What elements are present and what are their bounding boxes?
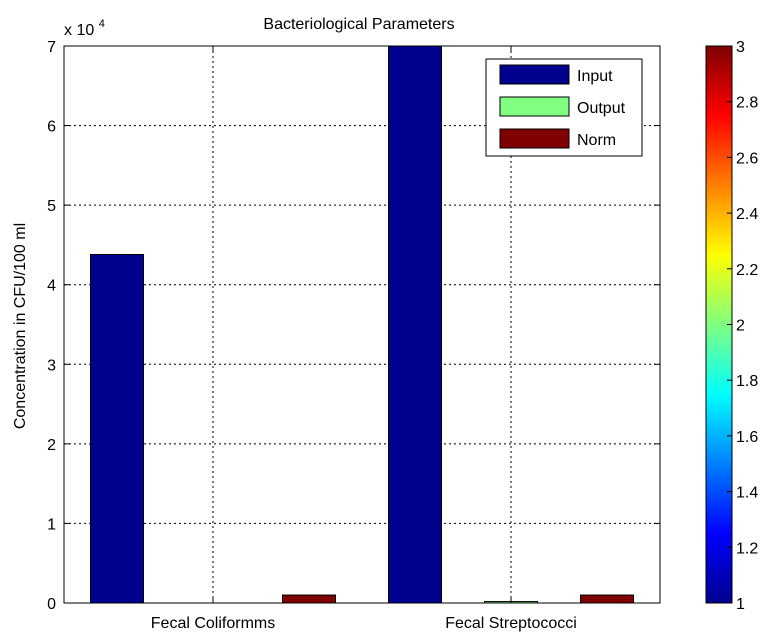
colorbar-tick-label: 3 [736,39,745,56]
y-tick-label: 7 [47,39,56,56]
y-axis-layer: 0 1 2 3 4 5 6 7 [47,39,660,613]
plot-frame [63,45,661,604]
colorbar-tick-label: 1.2 [736,540,758,557]
x-axis-layer: Fecal Coliformms Fecal Streptococci [151,46,577,632]
bars-layer [90,45,634,604]
y-tick-label: 2 [47,437,56,454]
colorbar-ticks: 1 1.2 1.4 1.6 1.8 2 2.2 2.4 2.6 2.8 3 [727,39,758,613]
chart-legend: Input Output Norm [485,58,643,157]
legend-swatch-input [499,64,570,85]
y-axis-multiplier: x 10 4 [64,18,105,39]
colorbar-tick-label: 1 [736,596,745,613]
bar-norm-2 [580,594,634,604]
colorbar-tick-label: 2 [736,318,745,335]
y-axis-multiplier-prefix: x 10 [64,22,94,39]
legend-label-output: Output [577,100,626,117]
y-axis-multiplier-exponent: 4 [99,18,105,30]
y-tick-label: 4 [47,278,56,295]
x-tick-label: Fecal Coliformms [151,615,275,632]
y-axis-label: Concentration in CFU/100 ml [12,223,29,429]
bar-norm-1 [282,594,336,604]
legend-label-norm: Norm [577,132,616,149]
chart-title: Bacteriological Parameters [263,16,454,33]
y-tick-label: 6 [47,119,56,136]
y-tick-label: 5 [47,198,56,215]
bar-input-2 [388,45,442,604]
colorbar-tick-label: 1.6 [736,429,758,446]
legend-swatch-output [499,96,570,117]
colorbar-tick-label: 1.8 [736,373,758,390]
colorbar-tick-label: 2.8 [736,95,758,112]
legend-swatch-norm [499,128,570,149]
legend-label-input: Input [577,68,613,85]
y-tick-label: 0 [47,596,56,613]
colorbar-tick-label: 2.4 [736,206,758,223]
colorbar-tick-label: 2.2 [736,262,758,279]
colorbar-tick-label: 2.6 [736,150,758,167]
x-tick-label: Fecal Streptococci [445,615,577,632]
colorbar-tick-label: 1.4 [736,485,758,502]
bar-input-1 [90,253,144,604]
y-tick-label: 1 [47,516,56,533]
y-tick-label: 3 [47,357,56,374]
